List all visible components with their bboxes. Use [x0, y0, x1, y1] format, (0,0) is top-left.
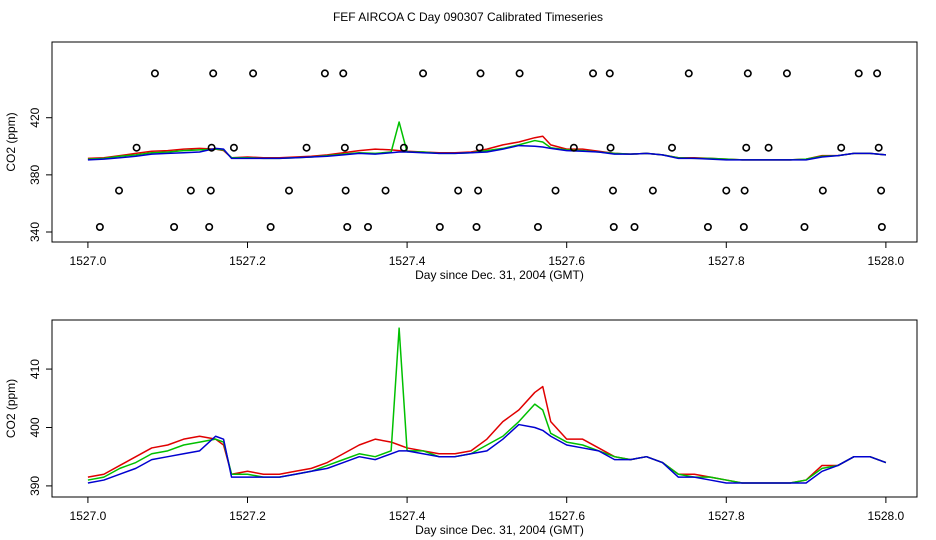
x-tick-label: 1528.0: [868, 254, 905, 268]
point: [800, 223, 809, 232]
point: [284, 186, 293, 195]
x-tick-label: 1527.6: [548, 254, 585, 268]
x-tick-label: 1527.8: [708, 509, 745, 523]
point: [132, 143, 141, 152]
point: [381, 186, 390, 195]
point: [782, 69, 791, 78]
point: [209, 69, 218, 78]
point: [115, 186, 124, 195]
point: [742, 143, 751, 152]
x-tick-label: 1527.8: [708, 254, 745, 268]
point: [474, 186, 483, 195]
point: [743, 69, 752, 78]
point: [739, 223, 748, 232]
point: [472, 223, 481, 232]
point: [207, 143, 216, 152]
x-tick-label: 1527.2: [229, 254, 266, 268]
point: [589, 69, 598, 78]
point: [877, 186, 886, 195]
point: [854, 69, 863, 78]
point: [608, 186, 617, 195]
point: [266, 223, 275, 232]
y-tick-label: 340: [28, 222, 42, 242]
point: [722, 186, 731, 195]
point: [341, 186, 350, 195]
point: [476, 69, 485, 78]
x-tick-label: 1527.4: [389, 509, 426, 523]
series-line: [87, 385, 887, 484]
point: [186, 186, 195, 195]
x-tick-label: 1527.0: [70, 254, 107, 268]
x-tick-label: 1528.0: [868, 509, 905, 523]
point: [320, 69, 329, 78]
y-tick-label: 410: [28, 359, 42, 379]
point: [877, 223, 886, 232]
series-line: [87, 121, 886, 161]
y-tick-label: 390: [28, 476, 42, 496]
point: [454, 186, 463, 195]
point: [606, 143, 615, 152]
x-axis-label: Day since Dec. 31, 2004 (GMT): [415, 268, 584, 282]
point: [343, 223, 352, 232]
point: [419, 69, 428, 78]
point: [818, 186, 827, 195]
y-tick-label: 420: [28, 107, 42, 127]
point: [533, 223, 542, 232]
point: [399, 143, 408, 152]
point: [703, 223, 712, 232]
point: [740, 186, 749, 195]
plot-frame: [51, 41, 918, 243]
point: [668, 143, 677, 152]
point: [764, 143, 773, 152]
point: [605, 69, 614, 78]
series-line: [87, 423, 887, 484]
point: [874, 143, 883, 152]
point: [648, 186, 657, 195]
point: [515, 69, 524, 78]
point: [206, 186, 215, 195]
point: [229, 143, 238, 152]
point: [363, 223, 372, 232]
y-axis-label: CO2 (ppm): [4, 379, 18, 438]
x-tick-label: 1527.4: [389, 254, 426, 268]
point: [609, 223, 618, 232]
point: [249, 69, 258, 78]
point: [569, 143, 578, 152]
point: [339, 69, 348, 78]
plot-frame: [51, 319, 918, 498]
point: [837, 143, 846, 152]
x-tick-label: 1527.0: [70, 509, 107, 523]
chart-title: FEF AIRCOA C Day 090307 Calibrated Times…: [333, 10, 603, 24]
point: [551, 186, 560, 195]
y-tick-label: 380: [28, 165, 42, 185]
point: [340, 143, 349, 152]
point: [684, 69, 693, 78]
point: [170, 223, 179, 232]
point: [205, 223, 214, 232]
point: [95, 223, 104, 232]
y-tick-label: 400: [28, 417, 42, 437]
series-line: [87, 327, 887, 484]
point: [302, 143, 311, 152]
point: [475, 143, 484, 152]
point: [150, 69, 159, 78]
x-tick-label: 1527.2: [229, 509, 266, 523]
series-line: [87, 144, 886, 161]
point: [630, 223, 639, 232]
x-axis-label: Day since Dec. 31, 2004 (GMT): [415, 523, 584, 537]
y-axis-label: CO2 (ppm): [4, 112, 18, 171]
point: [435, 223, 444, 232]
point: [873, 69, 882, 78]
x-tick-label: 1527.6: [548, 509, 585, 523]
